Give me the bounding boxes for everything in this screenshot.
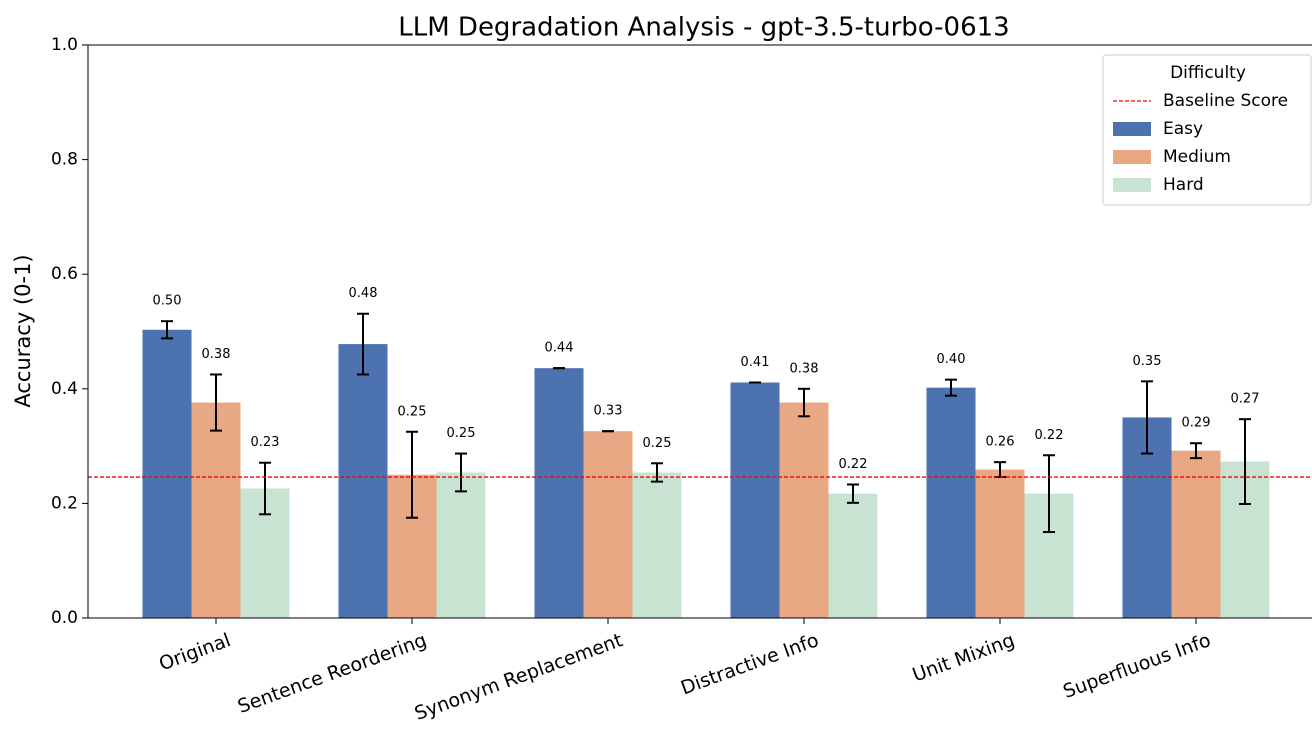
x-tick-label: Distractive Info bbox=[678, 629, 822, 699]
error-bar bbox=[847, 483, 859, 504]
bar bbox=[338, 344, 388, 618]
value-label: 0.22 bbox=[1035, 428, 1064, 443]
value-label: 0.48 bbox=[349, 286, 378, 301]
bar bbox=[142, 329, 192, 618]
value-label: 0.40 bbox=[937, 352, 966, 367]
bar bbox=[926, 387, 976, 618]
y-tick-label: 1.0 bbox=[51, 35, 78, 55]
legend-box bbox=[1102, 54, 1312, 206]
x-tick-label: Synonym Replacement bbox=[412, 629, 626, 725]
x-tick-label: Sentence Reordering bbox=[235, 629, 430, 718]
error-bar bbox=[798, 387, 810, 418]
value-label: 0.35 bbox=[1133, 354, 1162, 369]
y-tick-label: 0.4 bbox=[51, 379, 78, 399]
error-bar bbox=[1190, 442, 1202, 460]
bar bbox=[828, 493, 878, 618]
value-label: 0.23 bbox=[251, 435, 280, 450]
error-bar bbox=[161, 320, 173, 340]
error-bar bbox=[210, 373, 222, 432]
legend-title: Difficulty bbox=[1170, 63, 1246, 83]
value-label: 0.22 bbox=[839, 457, 868, 472]
bar bbox=[534, 368, 584, 618]
error-bar bbox=[945, 378, 957, 397]
error-bar bbox=[651, 462, 663, 483]
bar bbox=[436, 472, 486, 618]
bar bbox=[632, 472, 682, 618]
legend-label: Medium bbox=[1163, 147, 1231, 167]
legend-label: Easy bbox=[1163, 119, 1203, 139]
legend-label: Hard bbox=[1163, 175, 1204, 195]
chart-title: LLM Degradation Analysis - gpt-3.5-turbo… bbox=[398, 13, 1009, 43]
y-tick-label: 0.6 bbox=[51, 264, 78, 284]
value-label: 0.25 bbox=[447, 426, 476, 441]
value-label: 0.25 bbox=[643, 436, 672, 451]
y-tick-label: 0.8 bbox=[51, 150, 78, 170]
value-label: 0.27 bbox=[1231, 392, 1260, 407]
legend-swatch bbox=[1113, 122, 1151, 136]
value-label: 0.38 bbox=[202, 347, 231, 362]
bar bbox=[779, 402, 829, 618]
x-tick-label: Original bbox=[156, 629, 233, 675]
error-bar bbox=[1239, 418, 1251, 505]
error-bar bbox=[1043, 454, 1055, 534]
x-tick-label: Superfluous Info bbox=[1060, 629, 1213, 703]
value-label: 0.50 bbox=[153, 294, 182, 309]
value-label: 0.25 bbox=[398, 404, 427, 419]
value-label: 0.26 bbox=[986, 435, 1015, 450]
y-axis-label: Accuracy (0-1) bbox=[11, 254, 35, 407]
legend-label: Baseline Score bbox=[1163, 91, 1288, 111]
bar bbox=[1171, 450, 1221, 618]
y-tick-label: 0.0 bbox=[51, 608, 78, 628]
value-label: 0.38 bbox=[790, 361, 819, 376]
bar bbox=[191, 402, 241, 618]
error-bar bbox=[357, 312, 369, 376]
error-bar bbox=[455, 452, 467, 493]
bar bbox=[730, 382, 780, 618]
x-tick-label: Unit Mixing bbox=[910, 629, 1018, 686]
value-label: 0.44 bbox=[545, 341, 574, 356]
value-label: 0.29 bbox=[1182, 416, 1211, 431]
error-bar bbox=[1141, 380, 1153, 455]
error-bar bbox=[259, 461, 271, 516]
y-tick-label: 0.2 bbox=[51, 493, 78, 513]
legend-swatch bbox=[1113, 178, 1151, 192]
bar bbox=[583, 431, 633, 618]
legend-swatch bbox=[1113, 150, 1151, 164]
bar bbox=[975, 469, 1025, 618]
error-bar bbox=[406, 430, 418, 519]
value-label: 0.41 bbox=[741, 355, 770, 370]
value-label: 0.33 bbox=[594, 404, 623, 419]
